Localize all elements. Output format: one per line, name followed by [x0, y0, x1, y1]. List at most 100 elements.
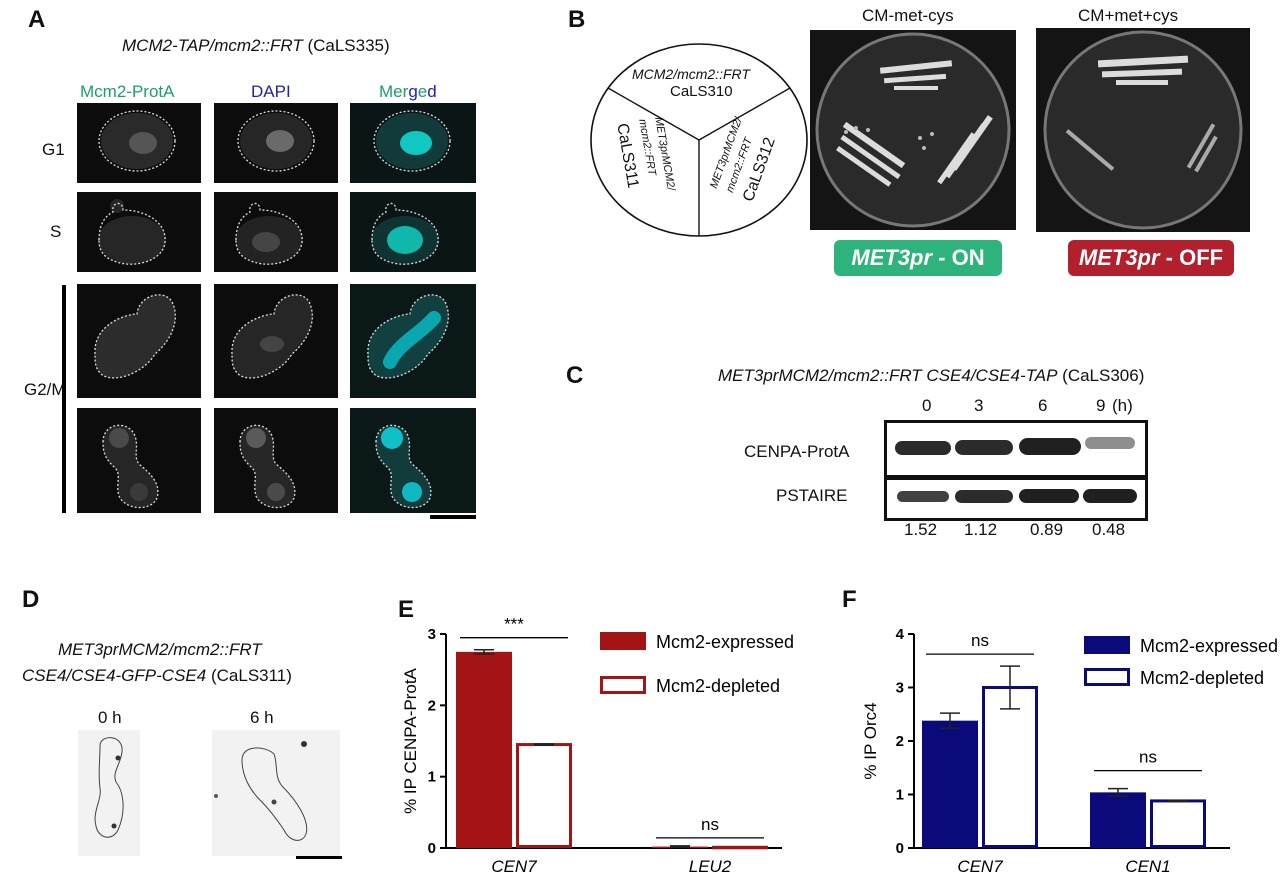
micrograph-g1-mcm2	[77, 103, 201, 183]
ratio-3: 1.12	[964, 520, 998, 539]
bar	[982, 686, 1038, 848]
micrograph-g2m1-merged	[350, 284, 476, 398]
y-tick-label: 3	[896, 680, 904, 697]
micrograph-g2m1-dapi	[214, 284, 338, 398]
micrograph-s-mcm2	[77, 192, 201, 272]
legend-swatch	[600, 632, 646, 650]
blot-band	[955, 490, 1013, 503]
merged-letter: e	[417, 82, 428, 101]
panel-d-strain: (CaLS311)	[210, 666, 292, 685]
g2m-bracket	[62, 285, 66, 513]
merged-letter: g	[408, 82, 418, 101]
y-tick-label: 1	[896, 787, 904, 804]
column-header-mcm2: Mcm2-ProtA	[80, 82, 175, 101]
y-tick-label: 2	[896, 733, 904, 750]
scale-bar-d	[296, 856, 342, 859]
fluorescence-image-6h	[212, 730, 340, 856]
legend-label: Mcm2-expressed	[656, 632, 794, 652]
legend-swatch	[1084, 636, 1130, 654]
merged-letter: d	[427, 82, 437, 101]
merged-letter: r	[402, 82, 409, 101]
western-blot-pstaire	[884, 477, 1148, 521]
legend-label: Mcm2-depleted	[1140, 668, 1264, 688]
legend-label: Mcm2-expressed	[1140, 636, 1278, 656]
micrograph-g1-dapi	[214, 103, 338, 183]
time-label-0h: 0 h	[98, 708, 122, 727]
western-blot-cenpa	[884, 420, 1148, 478]
panel-d-genotype: CSE4/CSE4-GFP-CSE4	[22, 666, 207, 685]
panel-a-title: MCM2-TAP/mcm2::FRT (CaLS335)	[122, 36, 390, 56]
badge-on-italic: MET3pr	[851, 245, 933, 270]
blot-band	[1085, 437, 1135, 449]
bar	[456, 651, 512, 848]
significance-label: ***	[504, 615, 524, 634]
time-unit: (h)	[1112, 396, 1133, 415]
y-axis-label: % IP CENPA-ProtA	[401, 667, 420, 813]
x-tick-label: CEN1	[1125, 857, 1170, 876]
legend-swatch	[1084, 668, 1130, 686]
agar-plate-off	[1036, 28, 1250, 232]
chart-f-orc4-chip: 0 1 2 3 4 % IP Orc4 CEN7 ns CEN1 ns Mcm2-expressed…	[861, 626, 1278, 876]
panel-d-label: D	[22, 586, 40, 613]
bar	[1090, 792, 1146, 848]
panel-c-title-strain: (CaLS306)	[1062, 366, 1145, 385]
merged-letter: M	[379, 82, 394, 101]
timepoint-9: 9	[1096, 396, 1106, 415]
legend-label: Mcm2-depleted	[656, 676, 780, 696]
time-label-6h: 6 h	[250, 708, 274, 727]
significance-label: ns	[701, 815, 719, 834]
timepoint-3: 3	[974, 396, 984, 415]
x-tick-label: CEN7	[491, 857, 537, 876]
sector-1-strain: CaLS310	[670, 83, 733, 100]
plate-layout-diagram	[590, 43, 808, 237]
micrograph-g2m2-merged	[350, 408, 476, 513]
column-header-merged: Merged	[379, 82, 437, 102]
micrograph-g2m2-mcm2	[77, 408, 201, 513]
row-label-g1: G1	[42, 140, 65, 159]
x-tick-label: CEN7	[957, 857, 1003, 876]
panel-a-title-genotype: MCM2-TAP/mcm2::FRT	[122, 36, 303, 55]
panel-c-title-genotype: MET3prMCM2/mcm2::FRT CSE4/CSE4-TAP	[718, 366, 1058, 385]
micrograph-s-merged	[350, 192, 476, 272]
panel-f-label: F	[842, 586, 857, 613]
sector-1-genotype: MCM2/mcm2::FRT	[632, 66, 750, 82]
y-tick-label: 3	[428, 626, 436, 643]
badge-on-rest: - ON	[932, 245, 985, 270]
y-tick-label: 0	[896, 840, 904, 857]
ratio-6: 0.89	[1030, 520, 1064, 539]
badge-off-rest: - OFF	[1159, 245, 1224, 270]
blot-band	[897, 491, 949, 502]
row-label-g2m: G2/M	[24, 380, 66, 399]
bar	[1150, 799, 1206, 848]
plate-2-title: CM+met+cys	[1078, 6, 1179, 25]
bar	[922, 720, 978, 848]
micrograph-g1-merged	[350, 103, 476, 183]
panel-d-title-line1: MET3prMCM2/mcm2::FRT	[58, 640, 262, 659]
sector-3-label: MET3prMCM2/ mcm2::FRT CaLS312	[700, 110, 780, 210]
blot-band	[1083, 489, 1137, 503]
blot-band	[955, 440, 1013, 455]
y-tick-label: 4	[896, 626, 905, 643]
y-axis-label: % IP Orc4	[861, 702, 880, 779]
panel-a-title-strain: (CaLS335)	[307, 36, 390, 55]
micrograph-g2m1-mcm2	[77, 284, 201, 398]
significance-label: ns	[971, 631, 989, 650]
blot-band	[895, 441, 951, 455]
y-tick-label: 2	[428, 697, 436, 714]
agar-plate-on	[810, 30, 1016, 230]
badge-met3pr-off: MET3pr - OFF	[1068, 240, 1234, 276]
sector-2-label: MET3prMCM2/ mcm2::FRT CaLS311	[612, 112, 692, 212]
y-tick-label: 1	[428, 769, 436, 786]
ratio-0: 1.52	[904, 520, 938, 539]
panel-b-label: B	[568, 6, 586, 33]
micrograph-s-dapi	[214, 192, 338, 272]
panel-e-label: E	[398, 596, 415, 623]
micrograph-g2m2-dapi	[214, 408, 338, 513]
panel-a-label: A	[28, 6, 46, 33]
merged-letter: e	[393, 82, 403, 101]
timepoint-6: 6	[1038, 396, 1048, 415]
sector-2-strain: CaLS311	[613, 122, 642, 190]
column-header-dapi: DAPI	[251, 82, 291, 101]
plate-1-title: CM-met-cys	[862, 6, 954, 25]
blot-band	[1019, 489, 1079, 503]
